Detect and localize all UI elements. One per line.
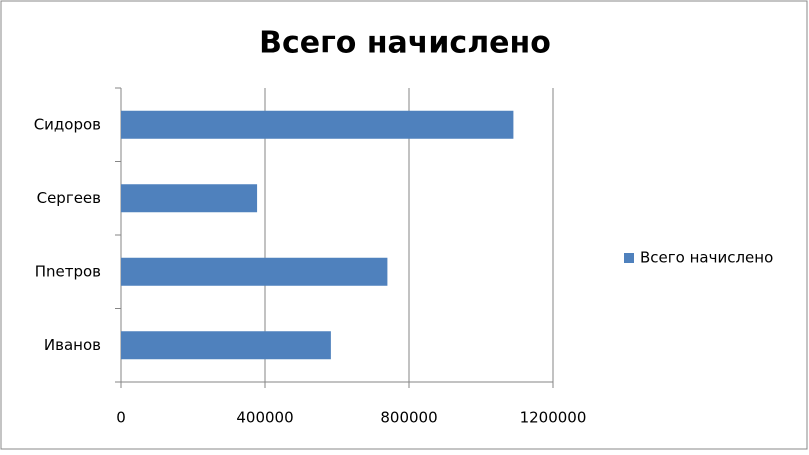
bar: [121, 184, 258, 213]
x-tick-label: 400000: [236, 409, 293, 427]
bar: [121, 257, 388, 286]
y-tick-label: Иванов: [44, 336, 101, 354]
bar: [121, 331, 331, 360]
legend-swatch: [624, 253, 634, 263]
x-tick-label: 1200000: [520, 409, 587, 427]
legend-label: Всего начислено: [640, 249, 773, 267]
bar: [121, 110, 514, 139]
x-tick-label: 800000: [380, 409, 437, 427]
y-tick-label: Пnетров: [35, 262, 101, 280]
chart-title: Всего начислено: [259, 26, 551, 61]
y-tick-label: Сергеев: [37, 189, 101, 207]
y-tick-label: Сидоров: [34, 115, 101, 133]
x-tick-label: 0: [116, 409, 126, 427]
